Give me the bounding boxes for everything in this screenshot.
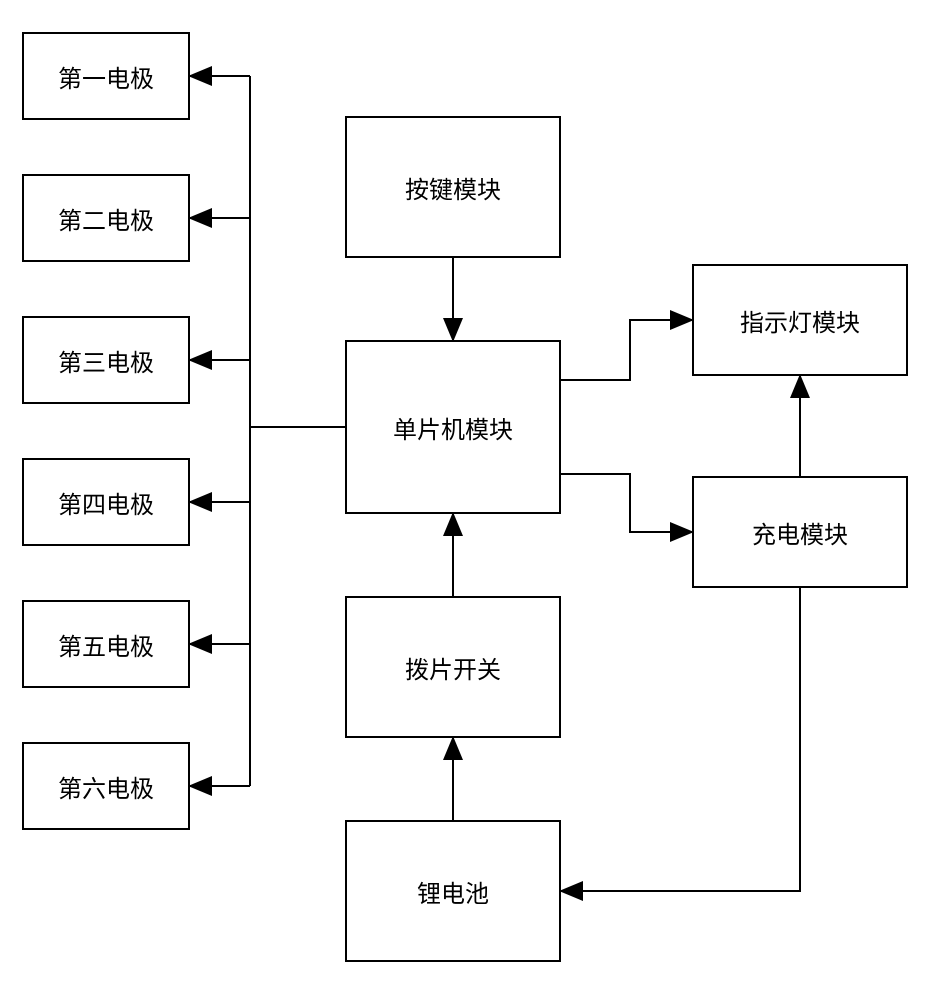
node-battery: 锂电池	[345, 820, 561, 962]
block-diagram: 第一电极 第二电极 第三电极 第四电极 第五电极 第六电极 按键模块 单片机模块…	[0, 0, 931, 1000]
node-electrode5: 第五电极	[22, 600, 190, 688]
node-charging-module: 充电模块	[692, 476, 908, 588]
node-mcu-module: 单片机模块	[345, 340, 561, 514]
node-label: 充电模块	[752, 515, 848, 550]
node-indicator-module: 指示灯模块	[692, 264, 908, 376]
node-label: 单片机模块	[393, 410, 513, 445]
node-label: 按键模块	[405, 170, 501, 205]
node-electrode4: 第四电极	[22, 458, 190, 546]
node-label: 第六电极	[58, 769, 154, 804]
node-label: 第四电极	[58, 485, 154, 520]
node-label: 第五电极	[58, 627, 154, 662]
node-label: 第三电极	[58, 343, 154, 378]
node-label: 第二电极	[58, 201, 154, 236]
node-label: 指示灯模块	[740, 303, 860, 338]
node-label: 锂电池	[417, 874, 489, 909]
node-electrode1: 第一电极	[22, 32, 190, 120]
node-electrode2: 第二电极	[22, 174, 190, 262]
edge-charging-battery	[561, 588, 800, 891]
node-button-module: 按键模块	[345, 116, 561, 258]
node-electrode6: 第六电极	[22, 742, 190, 830]
edge-mcu-indicator	[561, 320, 692, 380]
node-electrode3: 第三电极	[22, 316, 190, 404]
node-label: 拨片开关	[405, 650, 501, 685]
node-toggle-switch: 拨片开关	[345, 596, 561, 738]
node-label: 第一电极	[58, 59, 154, 94]
edge-mcu-charging	[561, 474, 692, 532]
